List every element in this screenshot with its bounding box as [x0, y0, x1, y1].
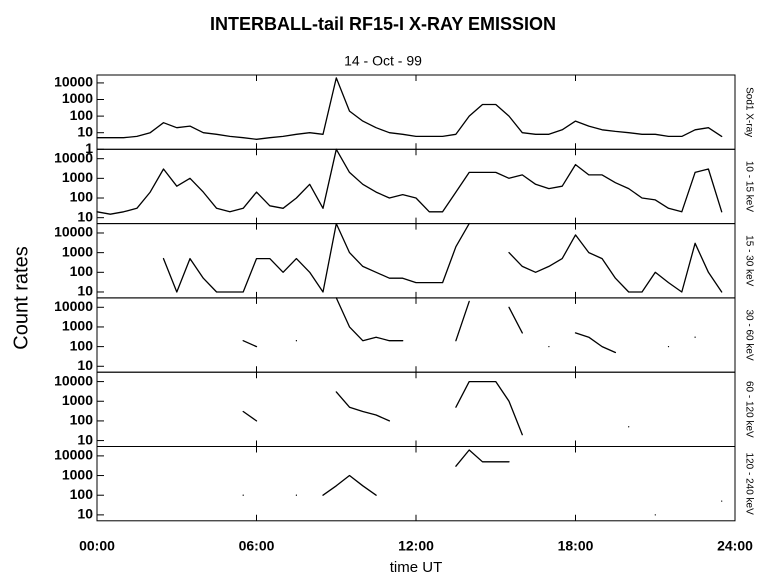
x-tick-label: 06:00 — [239, 538, 275, 554]
y-tick-label: 10 — [77, 506, 93, 522]
x-tick-label: 00:00 — [79, 538, 115, 554]
x-tick-label: 18:00 — [558, 538, 594, 554]
x-tick-label: 12:00 — [398, 538, 434, 554]
y-tick-label: 10000 — [54, 74, 93, 90]
chart-subtitle: 14 - Oct - 99 — [344, 53, 422, 69]
y-tick-label: 10 — [77, 431, 93, 447]
y-tick-label: 1000 — [62, 90, 93, 106]
x-tick-label: 24:00 — [717, 538, 753, 554]
data-line — [242, 297, 696, 354]
data-line — [242, 380, 630, 436]
y-tick-label: 1 — [85, 140, 93, 156]
y-tick-label: 1000 — [62, 466, 93, 482]
y-tick-label: 10000 — [54, 298, 93, 314]
data-line — [162, 222, 723, 293]
y-axis-label: Count rates — [10, 246, 32, 349]
x-axis-label: time UT — [390, 559, 443, 576]
series-label: 120 - 240 keV — [743, 453, 754, 516]
series-label: 10 - 15 keV — [743, 161, 754, 212]
series-label: 30 - 60 keV — [743, 309, 754, 360]
y-tick-label: 10000 — [54, 224, 93, 240]
y-tick-label: 100 — [70, 486, 94, 502]
data-line — [242, 449, 723, 516]
y-tick-label: 1000 — [62, 243, 93, 259]
y-tick-label: 100 — [70, 107, 94, 123]
y-tick-label: 100 — [70, 337, 94, 353]
chart-title: INTERBALL-tail RF15-I X-RAY EMISSION — [210, 14, 556, 34]
data-line — [96, 148, 723, 215]
y-tick-label: 10000 — [54, 149, 93, 165]
y-tick-label: 10 — [77, 208, 93, 224]
y-tick-label: 100 — [70, 263, 94, 279]
y-tick-label: 100 — [70, 412, 94, 428]
y-tick-label: 10000 — [54, 372, 93, 388]
y-tick-label: 1000 — [62, 169, 93, 185]
series-label: 60 - 120 keV — [743, 381, 754, 438]
y-tick-label: 10000 — [54, 447, 93, 463]
y-tick-label: 1000 — [62, 392, 93, 408]
y-tick-label: 1000 — [62, 318, 93, 334]
y-tick-label: 100 — [70, 189, 94, 205]
data-line — [96, 77, 723, 140]
series-label: Sod1 X-ray — [743, 87, 754, 137]
y-tick-label: 10 — [77, 123, 93, 139]
y-tick-label: 10 — [77, 283, 93, 299]
series-label: 15 - 30 keV — [743, 235, 754, 286]
y-tick-label: 10 — [77, 357, 93, 373]
